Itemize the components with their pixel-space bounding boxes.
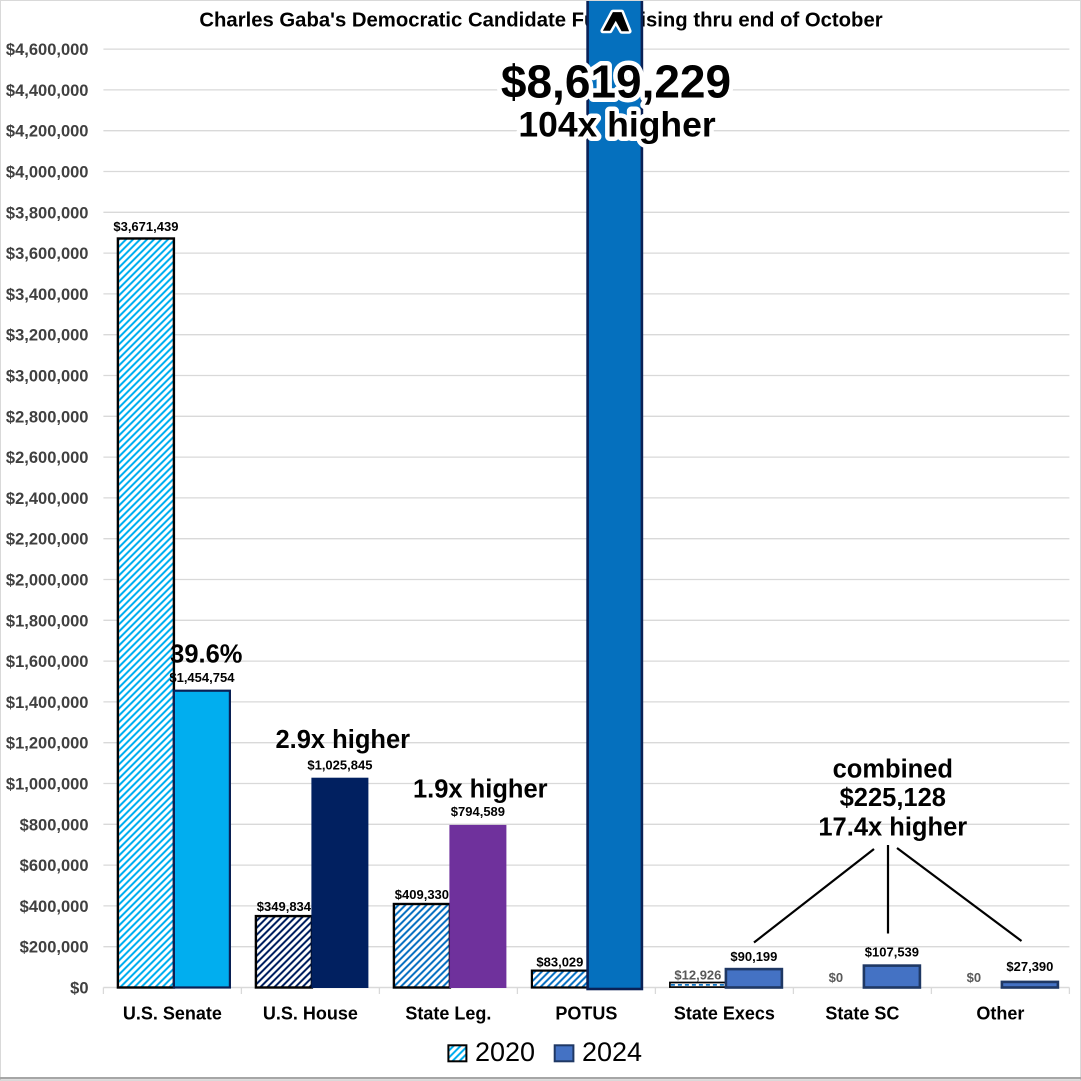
svg-text:$2,000,000: $2,000,000 — [6, 572, 89, 590]
svg-text:$349,834: $349,834 — [257, 899, 312, 914]
svg-text:$225,128: $225,128 — [840, 784, 946, 812]
svg-text:$400,000: $400,000 — [20, 898, 89, 916]
svg-text:$3,671,439: $3,671,439 — [113, 219, 178, 234]
svg-text:Charles Gaba's Democratic Cand: Charles Gaba's Democratic Candidate Fund… — [199, 10, 882, 32]
svg-text:State SC: State SC — [825, 1004, 899, 1024]
svg-text:2020: 2020 — [475, 1037, 535, 1067]
svg-text:2.9x higher: 2.9x higher — [275, 726, 410, 754]
svg-text:U.S. House: U.S. House — [263, 1004, 358, 1024]
svg-text:$3,600,000: $3,600,000 — [6, 245, 89, 263]
svg-text:$1,000,000: $1,000,000 — [6, 776, 89, 794]
svg-text:$0: $0 — [967, 970, 981, 985]
svg-text:1.9x higher: 1.9x higher — [413, 776, 548, 804]
svg-text:$4,400,000: $4,400,000 — [6, 82, 89, 100]
svg-text:104x higher: 104x higher — [518, 105, 715, 145]
svg-text:$600,000: $600,000 — [20, 857, 89, 875]
svg-text:$2,600,000: $2,600,000 — [6, 449, 89, 467]
svg-text:$2,400,000: $2,400,000 — [6, 490, 89, 508]
svg-text:$3,800,000: $3,800,000 — [6, 204, 89, 222]
svg-text:combined: combined — [833, 755, 953, 783]
svg-text:$12,926: $12,926 — [674, 968, 721, 983]
svg-text:2024: 2024 — [582, 1037, 642, 1067]
svg-text:$27,390: $27,390 — [1006, 959, 1053, 974]
svg-text:$83,029: $83,029 — [536, 955, 583, 970]
svg-text:$794,589: $794,589 — [451, 804, 505, 819]
svg-text:$8,619,229: $8,619,229 — [501, 56, 731, 108]
svg-text:$3,000,000: $3,000,000 — [6, 368, 89, 386]
svg-text:$1,454,754: $1,454,754 — [169, 670, 235, 685]
svg-text:$3,200,000: $3,200,000 — [6, 327, 89, 345]
svg-text:17.4x higher: 17.4x higher — [818, 814, 967, 842]
svg-text:POTUS: POTUS — [555, 1004, 617, 1024]
svg-text:$0: $0 — [70, 980, 88, 998]
svg-text:State Execs: State Execs — [674, 1004, 775, 1024]
svg-text:$0: $0 — [829, 970, 843, 985]
svg-text:$2,200,000: $2,200,000 — [6, 531, 89, 549]
svg-text:$1,400,000: $1,400,000 — [6, 694, 89, 712]
svg-text:U.S. Senate: U.S. Senate — [123, 1004, 222, 1024]
svg-text:$409,330: $409,330 — [395, 887, 449, 902]
svg-text:$2,800,000: $2,800,000 — [6, 408, 89, 426]
svg-text:$1,600,000: $1,600,000 — [6, 653, 89, 671]
svg-text:Other: Other — [976, 1004, 1024, 1024]
svg-text:$1,025,845: $1,025,845 — [307, 758, 372, 773]
svg-text:$200,000: $200,000 — [20, 939, 89, 957]
svg-text:$90,199: $90,199 — [730, 949, 777, 964]
svg-text:State Leg.: State Leg. — [405, 1004, 491, 1024]
svg-text:$107,539: $107,539 — [865, 945, 919, 960]
svg-text:$800,000: $800,000 — [20, 816, 89, 834]
svg-text:$1,200,000: $1,200,000 — [6, 735, 89, 753]
svg-text:$3,400,000: $3,400,000 — [6, 286, 89, 304]
svg-text:$4,000,000: $4,000,000 — [6, 164, 89, 182]
svg-text:$4,600,000: $4,600,000 — [6, 41, 89, 59]
svg-text:$1,800,000: $1,800,000 — [6, 612, 89, 630]
svg-text:39.6%: 39.6% — [170, 641, 242, 669]
svg-text:$4,200,000: $4,200,000 — [6, 123, 89, 141]
